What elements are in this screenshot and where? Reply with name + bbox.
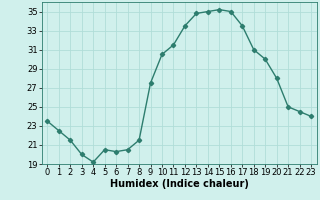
X-axis label: Humidex (Indice chaleur): Humidex (Indice chaleur): [110, 179, 249, 189]
